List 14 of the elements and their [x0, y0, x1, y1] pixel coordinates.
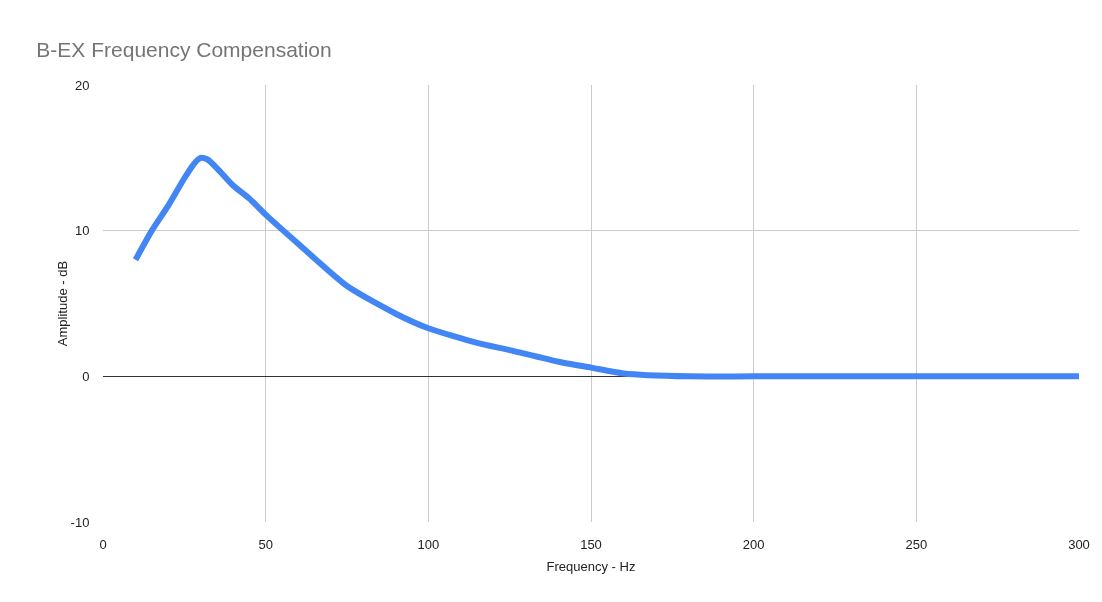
y-tick-label: 0 — [82, 368, 90, 384]
x-tick-label: 200 — [742, 536, 765, 552]
y-axis-title: Amplitude - dB — [55, 260, 70, 347]
x-tick-label: 300 — [1068, 536, 1090, 552]
y-tick-label: 20 — [74, 77, 90, 93]
x-tick-label: 150 — [580, 536, 602, 552]
chart-title: B-EX Frequency Compensation — [36, 37, 332, 61]
x-axis-title: Frequency - Hz — [546, 559, 636, 574]
x-tick-label: 250 — [905, 536, 928, 552]
x-tick-label: 50 — [258, 536, 273, 552]
y-tick-label: -10 — [70, 514, 90, 530]
x-tick-label: 100 — [417, 536, 440, 552]
x-tick-label: 0 — [99, 536, 107, 552]
y-tick-label: 10 — [74, 223, 90, 239]
